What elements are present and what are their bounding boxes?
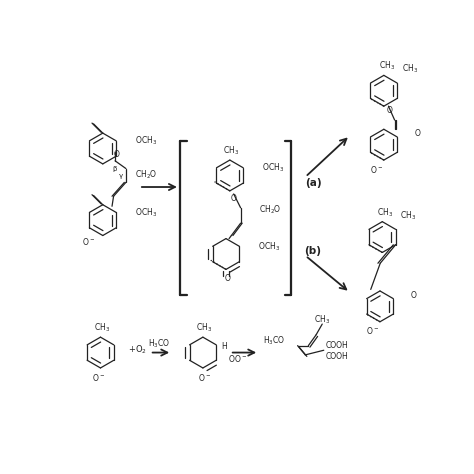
Text: CH$_3$: CH$_3$ [314,313,330,326]
Text: CH$_3$: CH$_3$ [377,206,393,219]
Text: CH$_2$O: CH$_2$O [135,168,157,181]
Text: CH$_3$: CH$_3$ [379,60,395,73]
Text: (a): (a) [305,178,321,188]
Text: OCH$_3$: OCH$_3$ [135,206,157,219]
Text: O: O [231,194,237,203]
Text: OCH$_3$: OCH$_3$ [258,240,281,253]
Text: CH$_3$: CH$_3$ [94,322,110,334]
Text: CH$_3$: CH$_3$ [196,322,212,334]
Text: γ: γ [119,173,123,179]
Text: O: O [387,106,393,115]
Text: O: O [225,274,230,283]
Text: OO$^-$: OO$^-$ [228,353,246,364]
Text: +O$_2$: +O$_2$ [128,343,147,356]
Text: H$_3$CO: H$_3$CO [263,335,285,347]
Text: O: O [114,150,119,159]
Text: CH$_3$: CH$_3$ [401,209,417,222]
Text: CH$_3$: CH$_3$ [402,63,418,75]
Text: H: H [221,342,227,351]
Text: O$^-$: O$^-$ [82,236,95,247]
Text: O: O [415,129,420,138]
Text: O$^-$: O$^-$ [370,164,383,175]
Text: COOH: COOH [325,341,348,350]
Text: O: O [411,291,417,300]
Text: (b): (b) [304,246,321,256]
Text: COOH: COOH [325,352,348,361]
Text: OCH$_3$: OCH$_3$ [135,135,157,147]
Text: OCH$_3$: OCH$_3$ [262,162,284,174]
Text: CH$_3$: CH$_3$ [223,145,239,157]
Text: O$^-$: O$^-$ [92,372,106,383]
Text: O$^-$: O$^-$ [366,326,379,337]
Text: β: β [112,165,117,172]
Text: H$_3$CO: H$_3$CO [148,337,171,349]
Text: CH$_2$O: CH$_2$O [259,203,282,216]
Text: O$^-$: O$^-$ [198,372,211,383]
